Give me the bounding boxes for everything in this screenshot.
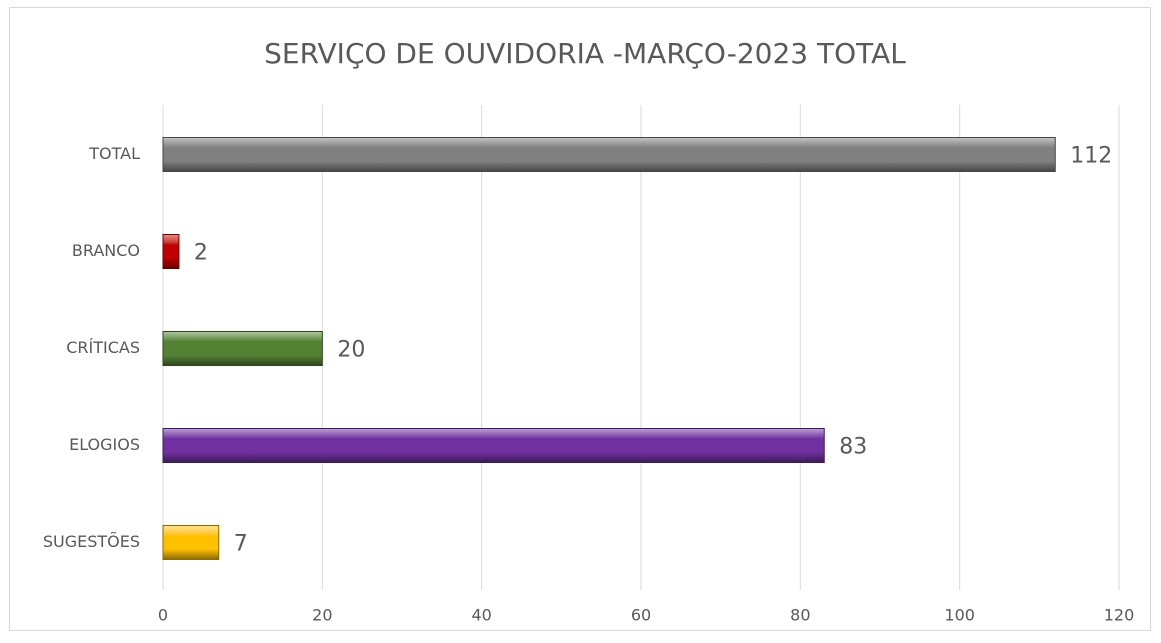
value-label: 2 xyxy=(194,241,208,266)
y-tick-label: TOTAL xyxy=(88,144,140,163)
bar xyxy=(162,234,180,269)
y-tick-label: ELOGIOS xyxy=(69,435,140,454)
value-label: 20 xyxy=(337,338,365,363)
y-tick-label: CRÍTICAS xyxy=(66,338,140,357)
value-label: 7 xyxy=(234,532,248,557)
x-tick-label: 20 xyxy=(312,606,332,625)
x-tick-label: 60 xyxy=(631,606,651,625)
x-tick-label: 100 xyxy=(944,606,975,625)
bar xyxy=(162,428,825,463)
bar xyxy=(162,331,323,366)
bar xyxy=(162,137,1056,172)
value-label: 112 xyxy=(1070,144,1112,169)
x-tick-label: 80 xyxy=(790,606,810,625)
y-tick-label: BRANCO xyxy=(72,241,140,260)
value-label: 83 xyxy=(839,435,867,460)
x-tick-label: 120 xyxy=(1104,606,1135,625)
x-tick-label: 0 xyxy=(158,606,168,625)
chart-title: SERVIÇO DE OUVIDORIA -MARÇO-2023 TOTAL xyxy=(264,37,906,70)
y-tick-label: SUGESTÕES xyxy=(43,532,140,551)
x-tick-label: 40 xyxy=(471,606,491,625)
bar xyxy=(162,525,220,560)
